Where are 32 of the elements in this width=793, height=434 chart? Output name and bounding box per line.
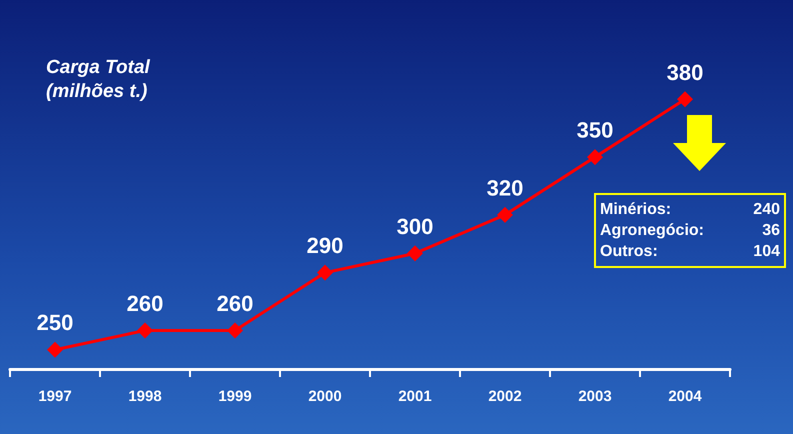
text: 36 bbox=[761, 221, 780, 241]
x-tick-label: 1997 bbox=[38, 388, 72, 405]
x-tick-label: 1998 bbox=[128, 388, 162, 405]
point bbox=[407, 245, 423, 262]
text: 104 bbox=[752, 242, 780, 262]
annotation: Minérios: bbox=[600, 200, 672, 220]
annotation: Agronegócio: bbox=[600, 221, 705, 241]
chart-title: Carga Total bbox=[46, 56, 150, 80]
point bbox=[677, 91, 693, 108]
x-tick-label: 2002 bbox=[488, 388, 522, 405]
data-label: 380 bbox=[666, 60, 704, 85]
point bbox=[137, 322, 153, 338]
x-tick-label: 2000 bbox=[308, 388, 342, 405]
text: 240 bbox=[752, 200, 780, 220]
x-tick-label: 2003 bbox=[578, 388, 612, 405]
data-label: 350 bbox=[576, 118, 614, 143]
chart-subtitle: (milhões t.) bbox=[46, 80, 148, 104]
x-tick-label: 2004 bbox=[668, 388, 702, 405]
point bbox=[497, 206, 513, 223]
x-tick-label: 1999 bbox=[218, 388, 252, 405]
point bbox=[317, 264, 333, 281]
annotation: Outros: bbox=[600, 242, 659, 262]
data-label: 300 bbox=[396, 214, 434, 239]
point bbox=[227, 322, 243, 338]
point bbox=[47, 342, 63, 358]
x-tick-label: 2001 bbox=[398, 388, 432, 405]
point bbox=[587, 149, 603, 166]
data-label: 260 bbox=[126, 290, 164, 316]
data-label: 320 bbox=[486, 175, 524, 200]
data-label: 290 bbox=[306, 233, 344, 258]
data-label: 250 bbox=[36, 310, 74, 336]
data-label: 260 bbox=[216, 290, 254, 316]
